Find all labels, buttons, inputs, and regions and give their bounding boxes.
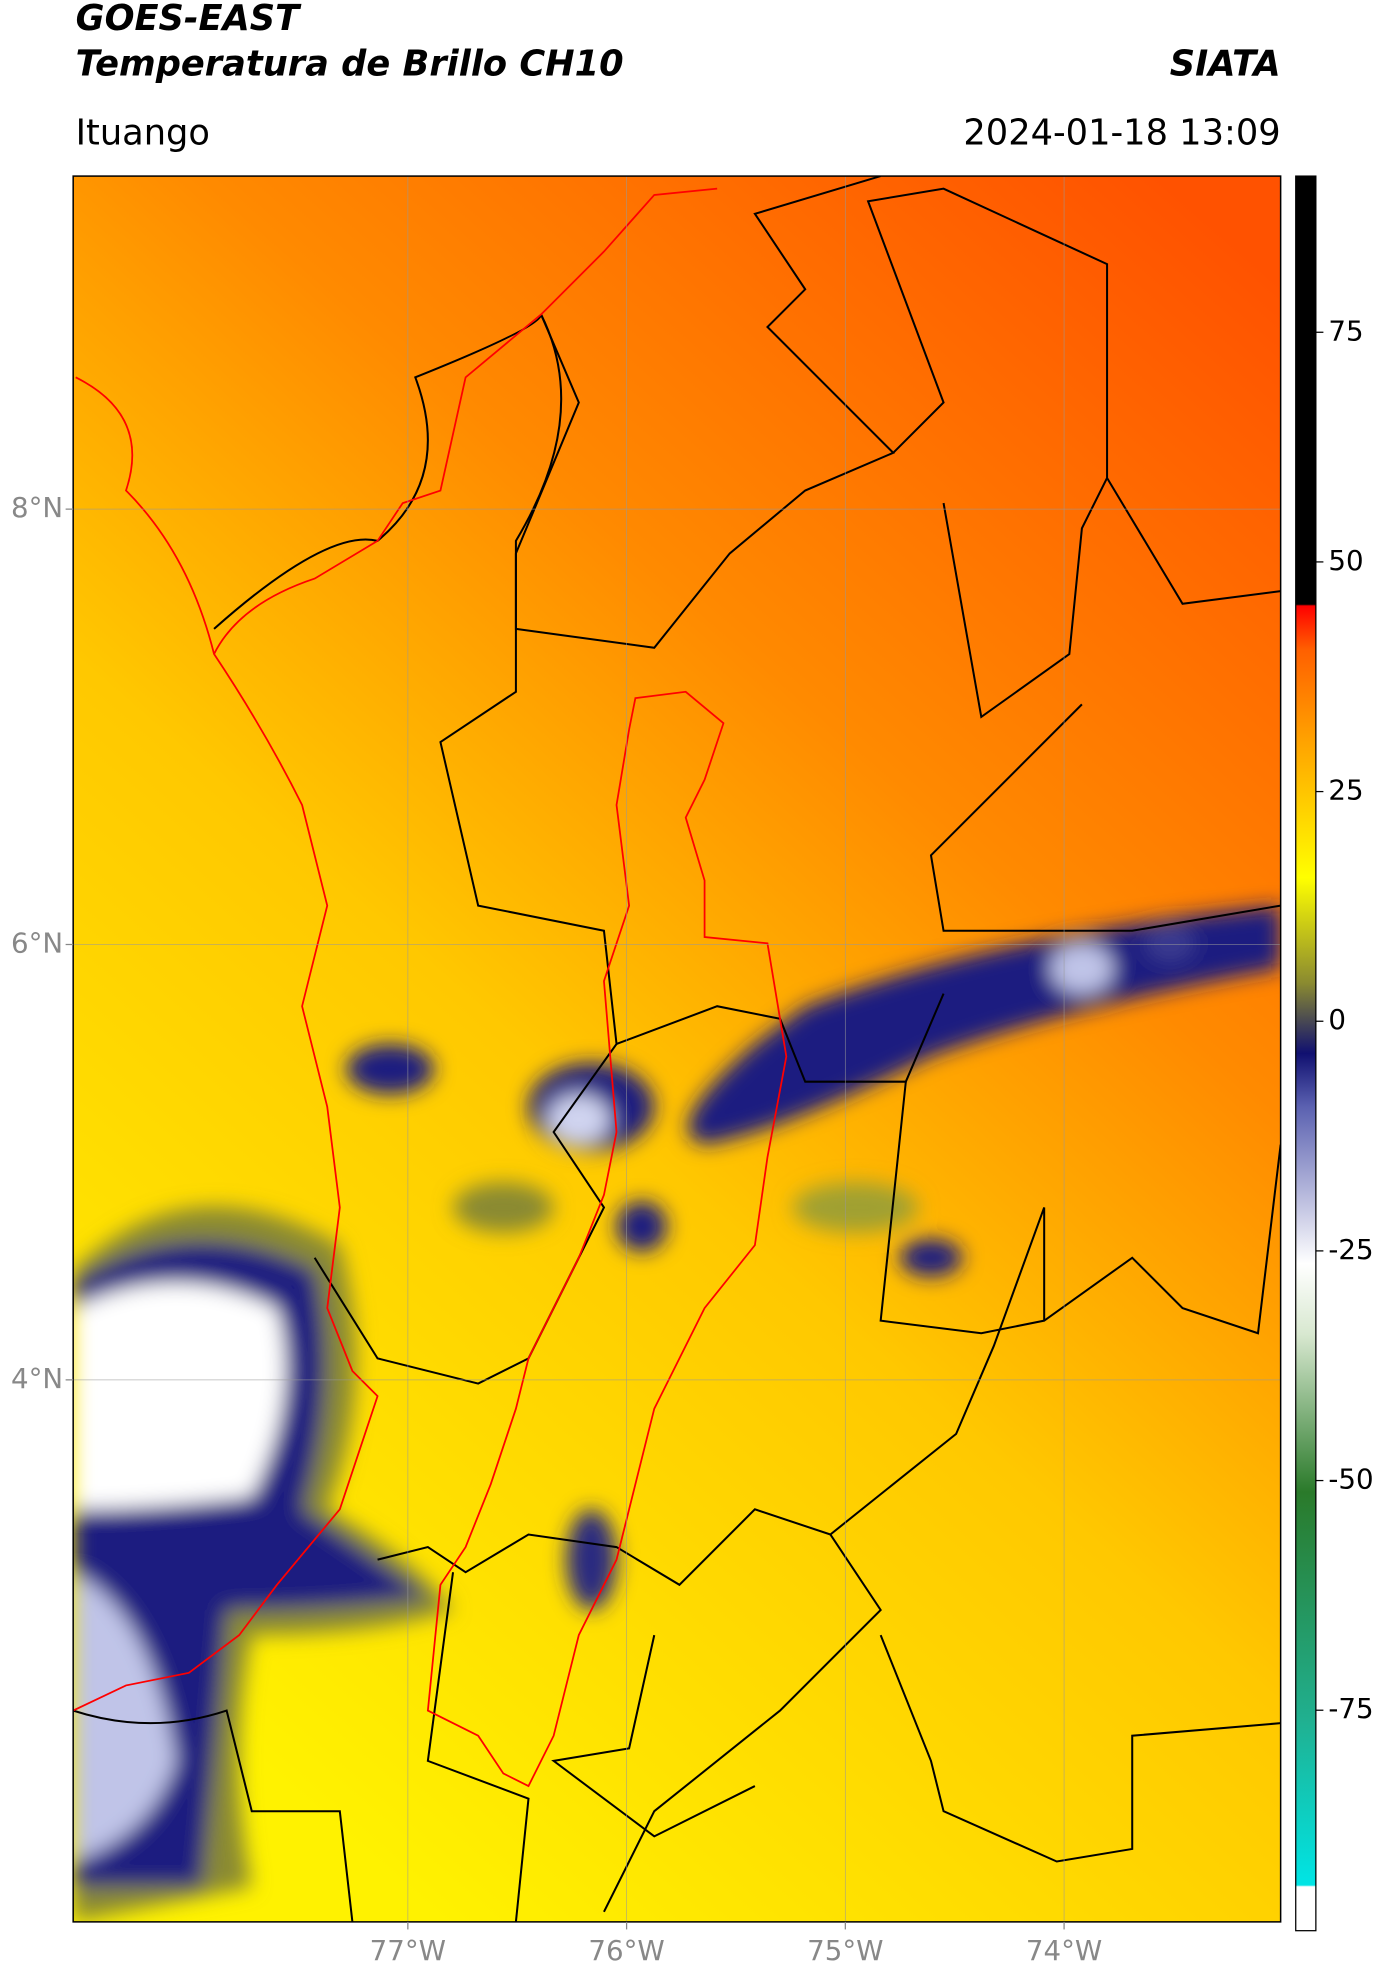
colorbar-tick-label: -75 bbox=[1328, 1692, 1373, 1725]
subtitle: Temperatura de Brillo CH10 bbox=[76, 43, 624, 84]
x-tick-label: 76°W bbox=[588, 1934, 664, 1967]
x-tick-label: 75°W bbox=[807, 1934, 883, 1967]
colorbar bbox=[1295, 175, 1317, 1932]
colorbar-tick-label: -50 bbox=[1328, 1463, 1373, 1496]
grid bbox=[73, 176, 1281, 1922]
map-frame bbox=[72, 175, 1282, 1923]
colorbar-tick-label: 50 bbox=[1328, 544, 1363, 577]
map-background bbox=[73, 176, 1281, 1922]
colorbar-tick-label: -25 bbox=[1328, 1233, 1373, 1266]
colorbar-tick-label: 75 bbox=[1328, 314, 1363, 347]
colorbar-tick-label: 0 bbox=[1328, 1003, 1346, 1036]
timestamp: 2024-01-18 13:09 bbox=[963, 113, 1280, 154]
source: SIATA bbox=[1170, 43, 1281, 84]
labels: 77°W 76°W 75°W 74°W 4°N 6°N 8°N -75 -50 -25 0 25 50 7… bbox=[11, 314, 1374, 1967]
y-tick-label: 8°N bbox=[11, 491, 63, 524]
y-tick-label: 6°N bbox=[11, 927, 63, 960]
location: Ituango bbox=[76, 113, 210, 154]
clouds bbox=[73, 905, 1281, 1922]
x-tick-label: 74°W bbox=[1026, 1934, 1102, 1967]
borders bbox=[73, 176, 1281, 1922]
basin-outline bbox=[73, 187, 788, 1788]
y-tick-label: 4°N bbox=[11, 1362, 63, 1395]
map bbox=[73, 176, 1281, 1922]
x-tick-label: 77°W bbox=[370, 1934, 446, 1967]
colorbar-tick-label: 25 bbox=[1328, 774, 1363, 807]
title: GOES-EAST bbox=[76, 0, 302, 39]
